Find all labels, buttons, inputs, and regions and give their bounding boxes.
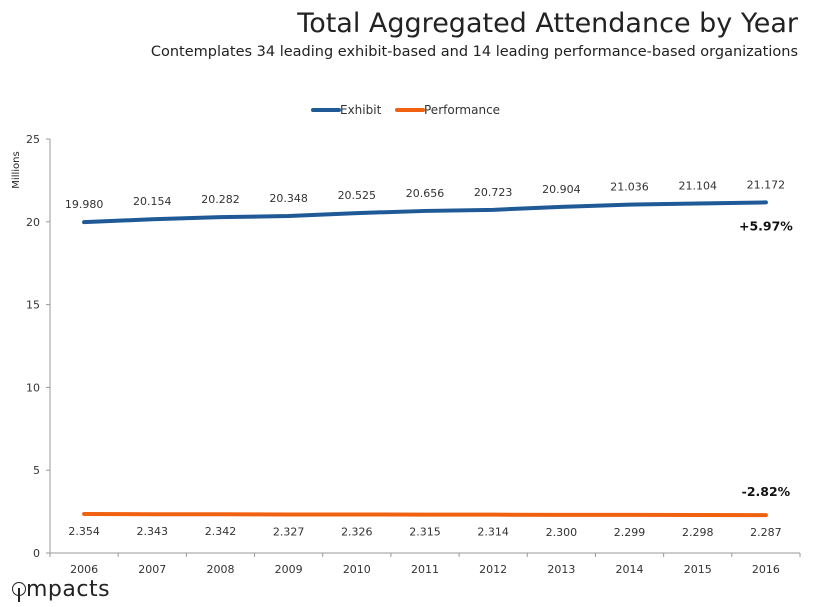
data-label-performance: 2.287	[750, 526, 782, 539]
data-label-exhibit: 21.036	[610, 181, 649, 194]
data-label-exhibit: 21.172	[747, 178, 786, 191]
y-tick-label: 25	[26, 133, 40, 146]
x-tick-label: 2013	[547, 563, 575, 576]
data-label-performance: 2.315	[409, 526, 441, 539]
data-label-exhibit: 19.980	[65, 198, 104, 211]
data-label-performance: 2.298	[682, 526, 714, 539]
x-tick-label: 2011	[411, 563, 439, 576]
data-label-performance: 2.343	[137, 525, 169, 538]
data-label-performance: 2.342	[205, 525, 237, 538]
x-tick-label: 2010	[343, 563, 371, 576]
x-tick-label: 2009	[275, 563, 303, 576]
x-tick-label: 2016	[752, 563, 780, 576]
series-performance: 2.354 2.343 2.342 2.327 2.326 2.315 2.314 2.300…	[68, 484, 790, 539]
impacts-logo: mpacts	[12, 577, 110, 602]
y-tick-label: 20	[26, 216, 40, 229]
data-label-exhibit: 20.904	[542, 183, 581, 196]
change-annotation-performance: -2.82%	[742, 484, 791, 499]
series-line-exhibit	[82, 200, 768, 225]
y-axis-label: Millions	[11, 151, 22, 188]
data-label-exhibit: 20.282	[201, 193, 240, 206]
series-line-performance	[82, 512, 768, 518]
data-label-performance: 2.300	[546, 526, 578, 539]
logo-text: mpacts	[26, 577, 111, 602]
data-label-exhibit: 20.525	[338, 189, 377, 202]
data-label-exhibit: 20.154	[133, 195, 172, 208]
x-tick-label: 2014	[616, 563, 644, 576]
data-label-performance: 2.299	[614, 526, 646, 539]
x-tick-label: 2012	[479, 563, 507, 576]
x-tick-label: 2008	[206, 563, 234, 576]
data-label-exhibit: 20.348	[269, 192, 308, 205]
data-label-performance: 2.327	[273, 525, 305, 538]
legend-label-performance: Performance	[424, 103, 500, 117]
data-label-exhibit: 21.104	[678, 180, 717, 193]
legend: Exhibit Performance	[311, 103, 500, 117]
chart-subtitle: Contemplates 34 leading exhibit-based an…	[150, 44, 798, 60]
x-tick-label: 2007	[138, 563, 166, 576]
x-tick-label: 2015	[684, 563, 712, 576]
y-tick-label: 15	[26, 299, 40, 312]
data-label-performance: 2.326	[341, 525, 373, 538]
chart-title: Total Aggregated Attendance by Year	[297, 8, 798, 39]
series-group: 19.980 20.154 20.282 20.348 20.525 20.656 20.7…	[65, 178, 793, 539]
series-exhibit: 19.980 20.154 20.282 20.348 20.525 20.656 20.7…	[65, 178, 793, 233]
x-tick-label: 2006	[70, 563, 98, 576]
data-label-exhibit: 20.656	[406, 187, 445, 200]
y-tick-label: 10	[26, 381, 40, 394]
y-tick-label: 0	[33, 547, 40, 560]
data-label-performance: 2.354	[68, 525, 100, 538]
y-tick-label: 5	[33, 464, 40, 477]
legend-label-exhibit: Exhibit	[340, 103, 382, 117]
data-label-exhibit: 20.723	[474, 186, 513, 199]
change-annotation-exhibit: +5.97%	[739, 218, 793, 233]
logo-i-glyph	[12, 580, 26, 602]
axes: 0 5 10 15 20 25 2006 2007 2008 2009 2010 2011 2012 20…	[26, 133, 801, 576]
data-label-performance: 2.314	[477, 526, 509, 539]
